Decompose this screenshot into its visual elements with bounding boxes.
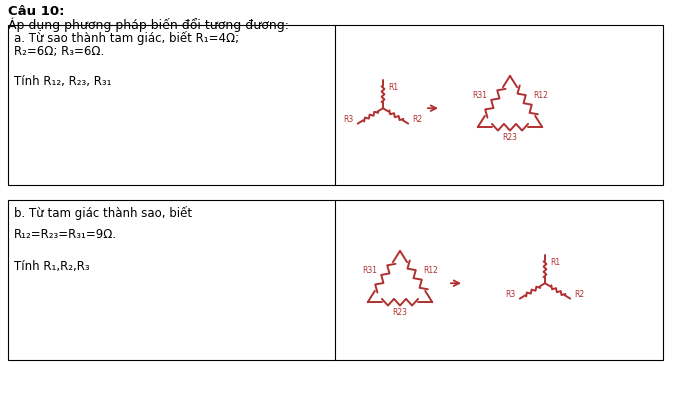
Text: R3: R3	[344, 115, 354, 124]
Text: Câu 10:: Câu 10:	[8, 5, 65, 18]
Text: R2: R2	[574, 290, 584, 299]
Text: R12: R12	[423, 266, 438, 275]
Bar	[8, 25, 663, 185]
Text: R23: R23	[503, 133, 518, 142]
Text: Tính R₁,R₂,R₃: Tính R₁,R₂,R₃	[14, 260, 90, 273]
Text: R23: R23	[392, 308, 408, 317]
Text: R2: R2	[412, 115, 423, 124]
Text: b. Từ tam giác thành sao, biết: b. Từ tam giác thành sao, biết	[14, 206, 192, 220]
Text: R12: R12	[533, 90, 548, 100]
Text: R1: R1	[388, 83, 398, 92]
Text: a. Từ sao thành tam giác, biết R₁=4Ω;: a. Từ sao thành tam giác, biết R₁=4Ω;	[14, 31, 239, 45]
Bar	[8, 200, 663, 360]
Text: R3: R3	[506, 290, 516, 299]
Text: R1: R1	[550, 258, 560, 267]
Text: Tính R₁₂, R₂₃, R₃₁: Tính R₁₂, R₂₃, R₃₁	[14, 75, 111, 88]
Text: R31: R31	[472, 90, 487, 100]
Text: R31: R31	[362, 266, 377, 275]
Text: R₂=6Ω; R₃=6Ω.: R₂=6Ω; R₃=6Ω.	[14, 45, 104, 58]
Text: R₁₂=R₂₃=R₃₁=9Ω.: R₁₂=R₂₃=R₃₁=9Ω.	[14, 228, 117, 241]
Text: Áp dụng phương pháp biến đổi tương đương:: Áp dụng phương pháp biến đổi tương đương…	[8, 17, 289, 32]
